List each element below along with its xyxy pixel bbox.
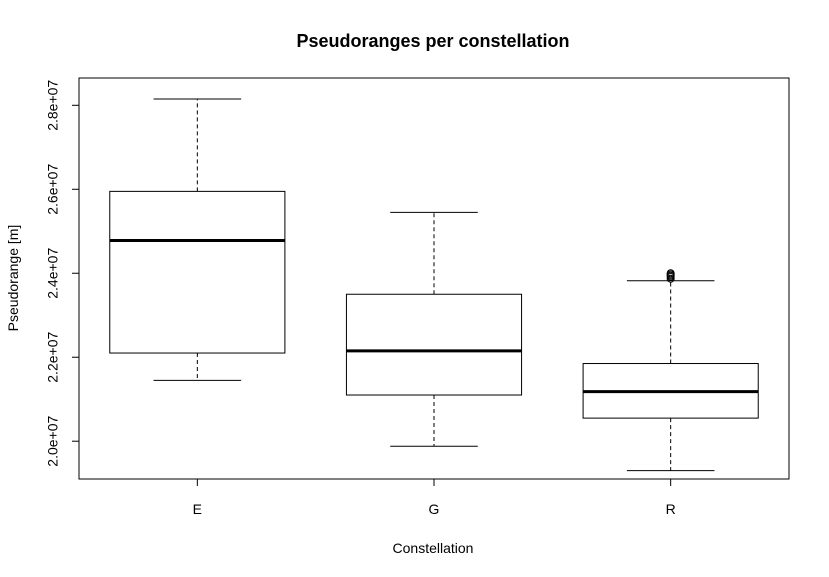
chart-title: Pseudoranges per constellation bbox=[296, 31, 569, 51]
outlier-point bbox=[666, 269, 675, 278]
y-tick-label: 2.0e+07 bbox=[45, 415, 61, 466]
y-axis: 2.0e+07 2.2e+07 2.4e+07 2.6e+07 2.8e+07 bbox=[45, 80, 79, 467]
x-axis-label: Constellation bbox=[393, 540, 474, 556]
box-E bbox=[109, 98, 286, 381]
iqr-box bbox=[109, 190, 286, 354]
box-group bbox=[109, 98, 759, 472]
y-tick-label: 2.8e+07 bbox=[45, 80, 61, 131]
y-tick-label: 2.6e+07 bbox=[45, 164, 61, 215]
box-R bbox=[582, 269, 759, 472]
x-tick-label: E bbox=[193, 501, 202, 517]
box-G bbox=[345, 211, 523, 447]
iqr-box bbox=[345, 293, 523, 396]
x-tick-label: R bbox=[666, 501, 676, 517]
y-tick-label: 2.4e+07 bbox=[45, 248, 61, 299]
y-tick-label: 2.2e+07 bbox=[45, 332, 61, 383]
x-tick-label: G bbox=[429, 501, 440, 517]
y-axis-label: Pseudorange [m] bbox=[5, 225, 21, 332]
